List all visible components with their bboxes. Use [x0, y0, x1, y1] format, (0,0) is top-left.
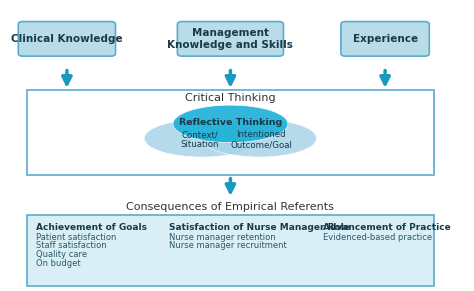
Text: Reflective Thinking: Reflective Thinking	[179, 118, 282, 127]
Text: Advancement of Practice: Advancement of Practice	[323, 223, 451, 232]
FancyBboxPatch shape	[18, 22, 116, 56]
Text: Management
Knowledge and Skills: Management Knowledge and Skills	[167, 28, 293, 50]
Ellipse shape	[202, 120, 317, 157]
Text: Satisfaction of Nurse Manager Role: Satisfaction of Nurse Manager Role	[169, 223, 349, 232]
Ellipse shape	[144, 120, 259, 157]
Text: Staff satisfaction: Staff satisfaction	[36, 241, 107, 250]
Text: Intentioned
Outcome/Goal: Intentioned Outcome/Goal	[230, 130, 292, 150]
FancyBboxPatch shape	[27, 215, 434, 286]
FancyBboxPatch shape	[27, 90, 434, 175]
Ellipse shape	[173, 105, 288, 143]
Text: Context/
Situation: Context/ Situation	[180, 130, 219, 150]
Text: Clinical Knowledge: Clinical Knowledge	[11, 34, 123, 44]
Text: Patient satisfaction: Patient satisfaction	[36, 233, 116, 242]
FancyBboxPatch shape	[341, 22, 429, 56]
Text: Nurse manager retention: Nurse manager retention	[169, 233, 275, 242]
Text: On budget: On budget	[36, 259, 81, 268]
FancyBboxPatch shape	[177, 22, 283, 56]
Text: Nurse manager recruitment: Nurse manager recruitment	[169, 241, 286, 250]
Text: Critical Thinking: Critical Thinking	[185, 93, 276, 103]
Text: Experience: Experience	[353, 34, 418, 44]
Text: Quality care: Quality care	[36, 250, 87, 259]
Text: Achievement of Goals: Achievement of Goals	[36, 223, 147, 232]
Text: Evidenced-based practice: Evidenced-based practice	[323, 233, 432, 242]
Text: Consequences of Empirical Referents: Consequences of Empirical Referents	[127, 203, 334, 212]
